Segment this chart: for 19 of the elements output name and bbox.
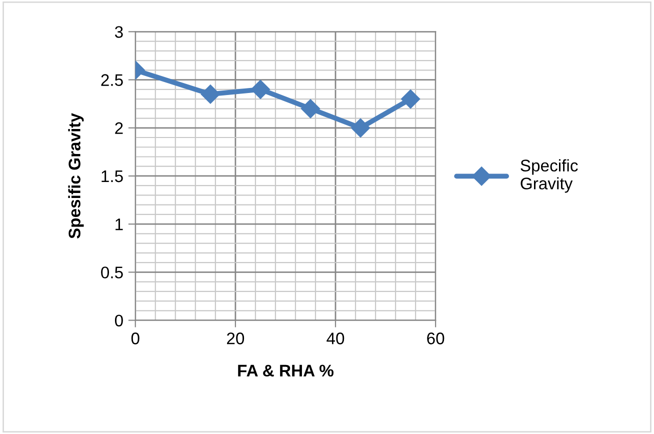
y-tick-label: 1.5 <box>102 170 123 182</box>
y-tick-label: 3 <box>114 26 123 38</box>
x-tick-label: 20 <box>227 332 244 344</box>
legend-label: Specific Gravity <box>520 159 578 193</box>
point <box>250 80 270 99</box>
x-tick-label: 40 <box>326 332 344 344</box>
x-tick-label: 60 <box>427 332 444 344</box>
x-tick-label: 0 <box>131 332 140 344</box>
point <box>200 84 220 104</box>
point <box>401 89 420 109</box>
point <box>350 118 370 138</box>
x-axis-title: FA & RHA % <box>238 364 334 377</box>
y-tick-label: 0.5 <box>101 266 123 278</box>
y-axis-title: Spesific Gravity <box>68 113 84 238</box>
y-tick-label: 1 <box>116 218 123 230</box>
y-tick-label: 2.5 <box>101 74 123 86</box>
y-tick-label: 0 <box>114 314 123 326</box>
y-tick-label: 2 <box>115 122 123 134</box>
point <box>300 99 320 118</box>
